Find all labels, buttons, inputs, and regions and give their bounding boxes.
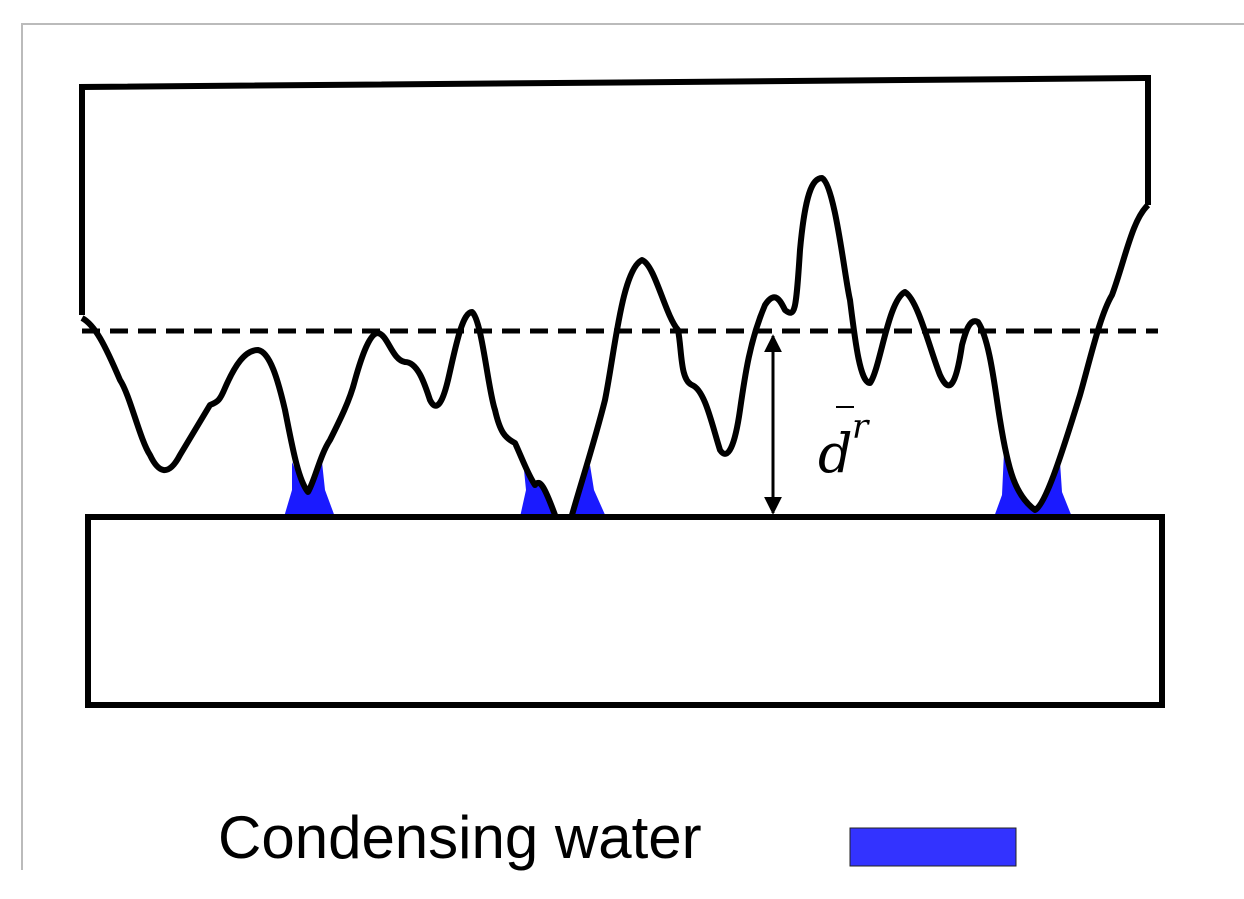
rough-surface xyxy=(80,175,1151,517)
frame xyxy=(21,23,1244,870)
gap-label: d xyxy=(818,422,853,485)
legend-swatch xyxy=(849,827,1017,867)
gap-superscript: r xyxy=(852,407,870,447)
legend-label: Condensing water xyxy=(218,804,702,871)
lower-body xyxy=(85,514,1165,708)
condensing-water xyxy=(284,452,1072,517)
upper-body xyxy=(79,74,1151,315)
